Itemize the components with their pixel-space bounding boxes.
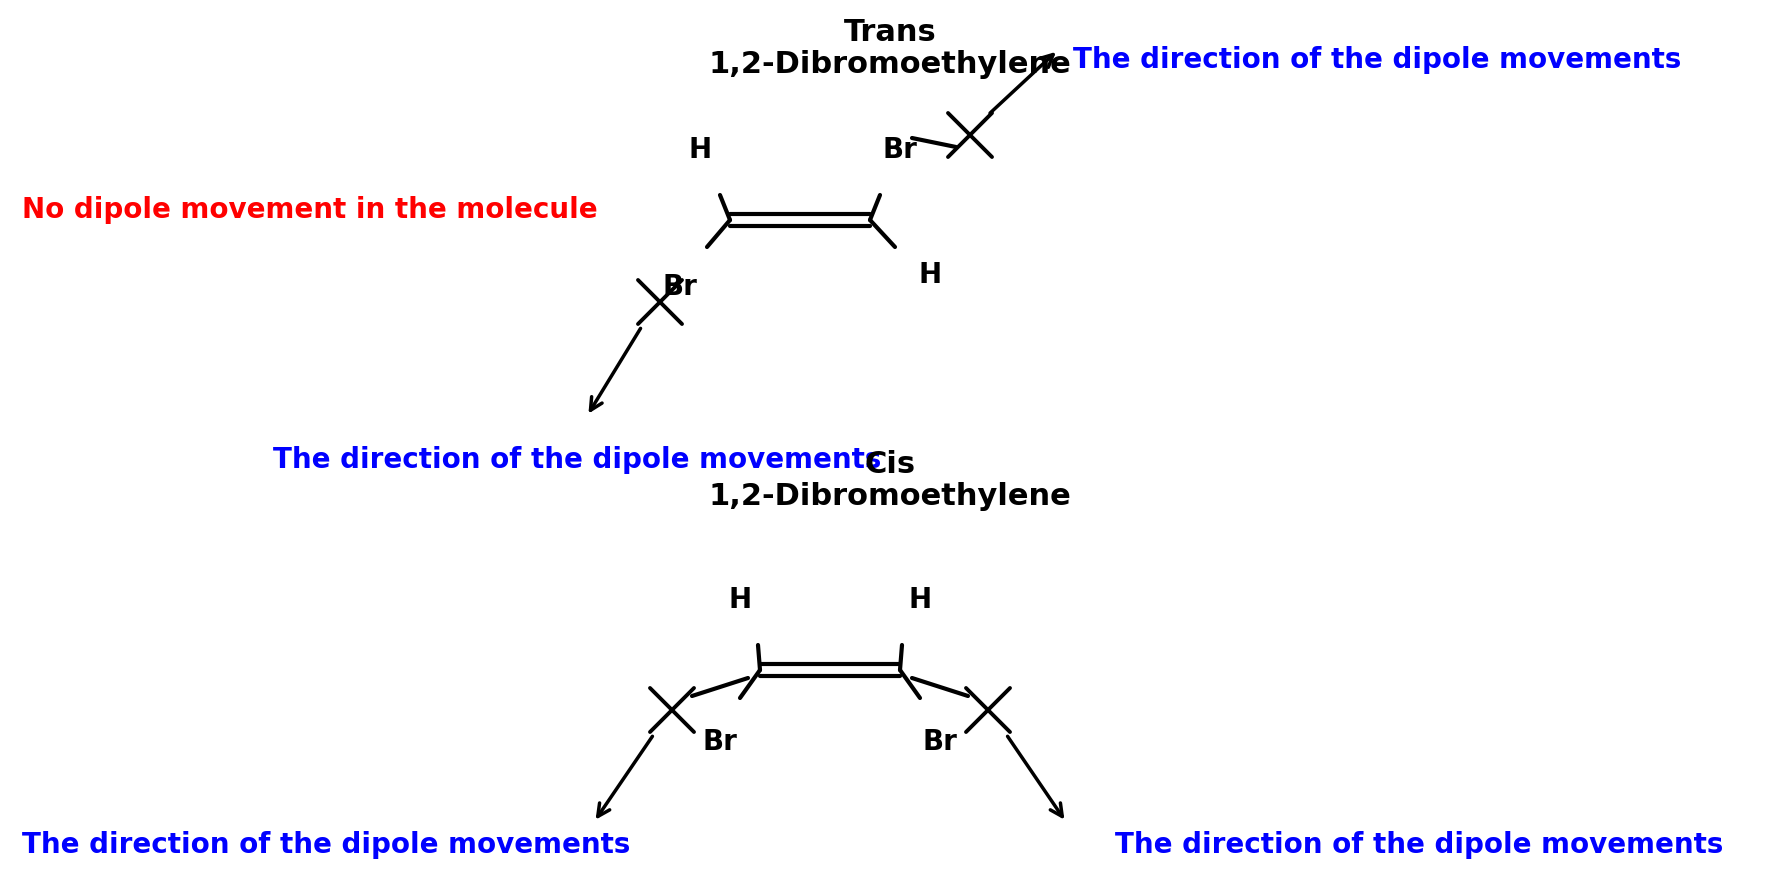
Text: Trans: Trans <box>843 18 936 47</box>
Text: H: H <box>918 261 941 289</box>
Text: No dipole movement in the molecule: No dipole movement in the molecule <box>21 196 598 224</box>
Text: 1,2-Dibromoethylene: 1,2-Dibromoethylene <box>708 50 1071 79</box>
Text: Br: Br <box>882 136 918 164</box>
Text: The direction of the dipole movements: The direction of the dipole movements <box>1115 831 1724 859</box>
Text: H: H <box>909 586 932 614</box>
Text: The direction of the dipole movements: The direction of the dipole movements <box>272 446 881 474</box>
Text: H: H <box>688 136 712 164</box>
Text: 1,2-Dibromoethylene: 1,2-Dibromoethylene <box>708 482 1071 511</box>
Text: Br: Br <box>662 273 697 301</box>
Text: Cis: Cis <box>865 450 916 479</box>
Text: H: H <box>728 586 751 614</box>
Text: Br: Br <box>923 728 957 756</box>
Text: The direction of the dipole movements: The direction of the dipole movements <box>21 831 630 859</box>
Text: The direction of the dipole movements: The direction of the dipole movements <box>1073 46 1681 74</box>
Text: Br: Br <box>703 728 738 756</box>
